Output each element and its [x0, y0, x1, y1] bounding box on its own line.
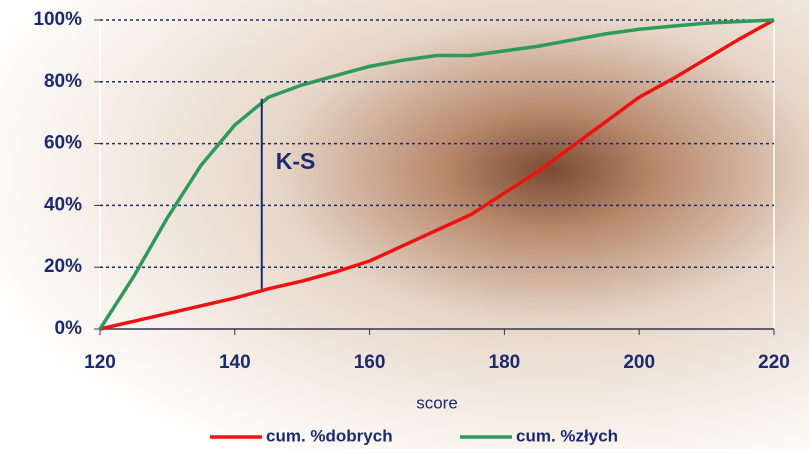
- annotation-label: K-S: [276, 148, 316, 174]
- chart: score 0% 20% 40% 60% 80% 100% 120 140 160 180 200 2…: [0, 0, 809, 449]
- y-tick-label: 0%: [55, 318, 83, 339]
- x-tick-label: 220: [758, 352, 790, 373]
- legend-label: cum. %dobrych: [266, 426, 393, 445]
- y-tick-label: 80%: [44, 71, 82, 92]
- x-tick-label: 200: [623, 352, 655, 373]
- y-tick-label: 40%: [44, 194, 82, 215]
- x-tick-label: 140: [219, 352, 251, 373]
- x-tick-label: 120: [84, 352, 116, 373]
- background: [0, 0, 809, 449]
- x-axis-label: score: [416, 393, 458, 412]
- y-tick-label: 100%: [33, 9, 82, 30]
- legend-label: cum. %złych: [516, 426, 618, 445]
- y-tick-label: 60%: [44, 133, 82, 154]
- x-tick-label: 180: [489, 352, 521, 373]
- x-tick-label: 160: [354, 352, 386, 373]
- y-tick-label: 20%: [44, 256, 82, 277]
